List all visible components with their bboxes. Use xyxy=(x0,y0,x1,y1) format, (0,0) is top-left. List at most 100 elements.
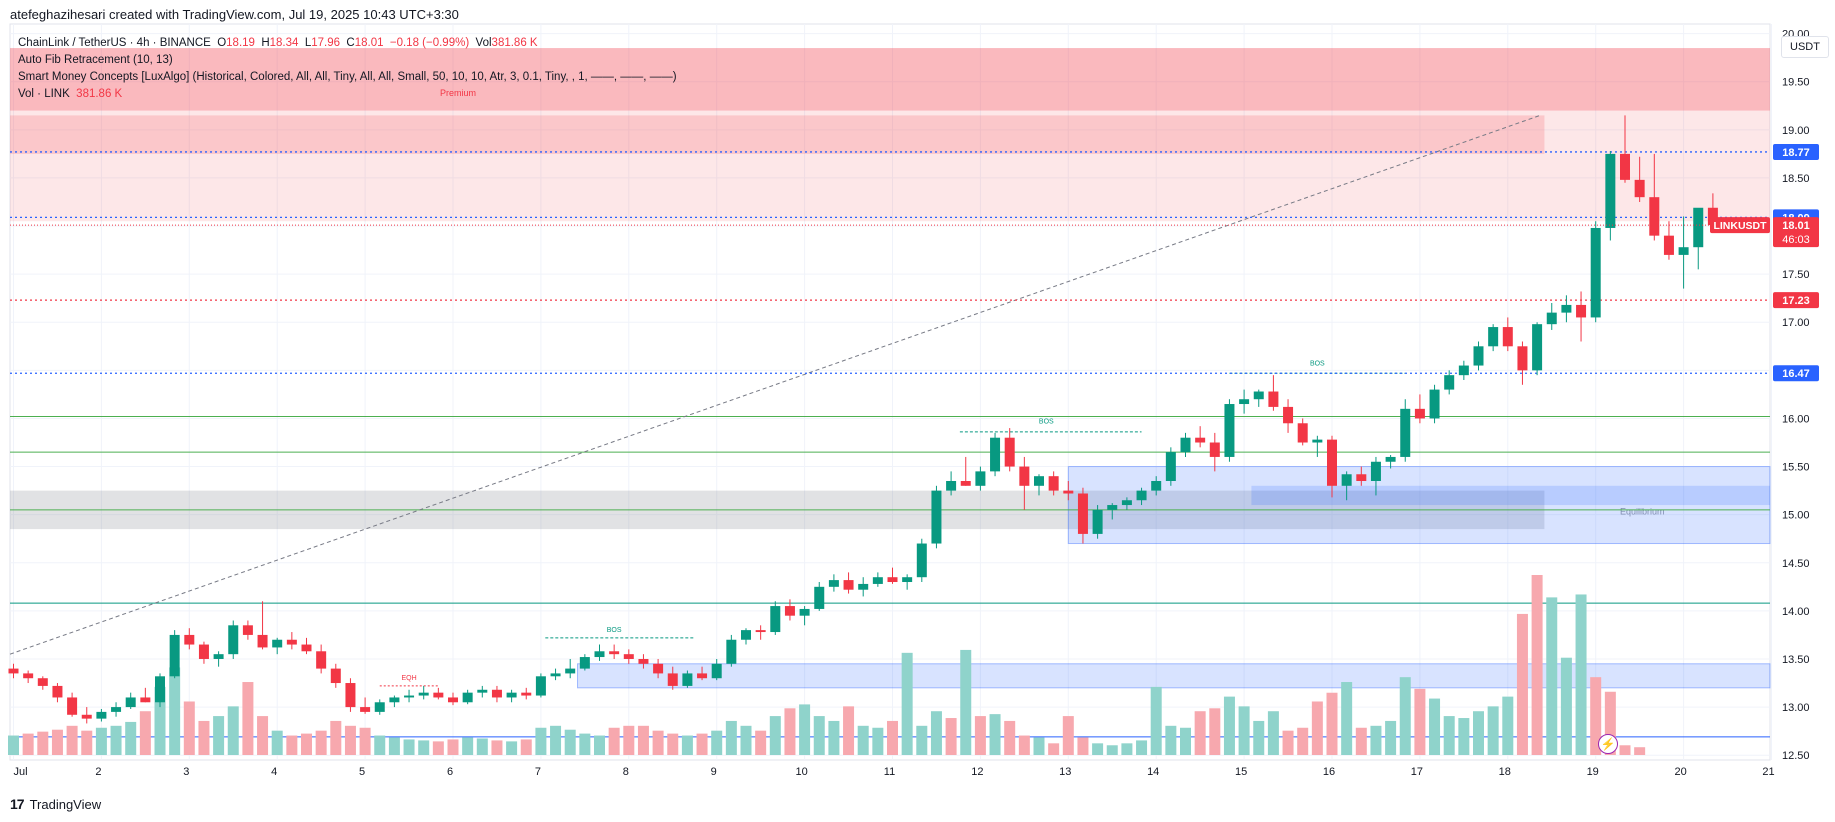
candle-body xyxy=(1077,493,1088,534)
volume-bar xyxy=(725,720,737,755)
candle-body xyxy=(609,651,620,655)
open-value: 18.19 xyxy=(226,37,255,49)
candle-body xyxy=(316,651,327,669)
candle-body xyxy=(902,577,913,583)
price-tick-label: 19.50 xyxy=(1782,77,1810,89)
volume-bar xyxy=(799,704,811,755)
volume-bar xyxy=(213,716,225,755)
time-tick-label: 3 xyxy=(183,766,189,778)
volume-bar xyxy=(1018,735,1030,755)
indicator-volume[interactable]: Vol · LINK 381.86 K xyxy=(18,86,677,103)
volume-bar xyxy=(242,682,254,755)
close-label: C xyxy=(346,37,355,49)
candle-body xyxy=(521,692,532,696)
demand-zone-inner xyxy=(1251,485,1770,506)
price-tick-label: 12.50 xyxy=(1782,750,1810,762)
volume-bar xyxy=(813,716,825,755)
volume-bar xyxy=(960,649,972,755)
volume-bar xyxy=(1004,720,1016,755)
price-tick-label: 16.00 xyxy=(1782,413,1810,425)
volume-bar xyxy=(257,716,269,755)
candle-body xyxy=(1034,476,1044,486)
change-value: −0.18 (−0.99%) xyxy=(389,37,470,49)
volume-bar xyxy=(550,725,562,755)
volume-bar xyxy=(1209,708,1221,755)
time-tick-label: 21 xyxy=(1762,766,1774,778)
volume-bar xyxy=(1326,692,1338,755)
indicator-smc[interactable]: Smart Money Concepts [LuxAlgo] (Historic… xyxy=(18,71,677,83)
candle-body xyxy=(872,577,883,584)
candle-body xyxy=(1385,456,1396,462)
candle-body xyxy=(1019,466,1030,486)
candle-body xyxy=(828,580,839,587)
price-tick-label: 15.50 xyxy=(1782,462,1810,474)
candle-body xyxy=(1063,490,1074,494)
open-label: O xyxy=(217,37,227,49)
volume-bar xyxy=(1180,727,1191,755)
candle-body xyxy=(1224,404,1235,457)
volume-bar xyxy=(183,701,195,755)
candle-body xyxy=(1370,461,1381,481)
candle-body xyxy=(1180,437,1191,453)
volume-bar xyxy=(579,733,591,755)
volume-value: 381.86 K xyxy=(491,37,538,49)
volume-bar xyxy=(1253,720,1265,755)
bos-label: BOS xyxy=(1039,418,1054,425)
lightning-icon[interactable]: ⚡ xyxy=(1598,734,1618,754)
candle-body xyxy=(667,673,678,686)
volume-bar xyxy=(1502,696,1514,755)
volume-bar xyxy=(1546,597,1558,755)
supply-zone xyxy=(10,115,1545,154)
indicator-fib[interactable]: Auto Fib Retracement (10, 13) xyxy=(18,54,173,66)
volume-bar xyxy=(447,739,459,755)
candle-body xyxy=(638,658,649,664)
candle-body xyxy=(67,697,78,715)
candle-body xyxy=(946,480,957,491)
volume-bar xyxy=(520,739,532,755)
volume-bar xyxy=(843,706,855,755)
candle-body xyxy=(462,692,473,703)
candle-body xyxy=(169,634,180,677)
volume-bar xyxy=(945,718,957,755)
candle-body xyxy=(1634,179,1645,198)
currency-unit-button[interactable]: USDT xyxy=(1781,36,1829,58)
candle-body xyxy=(1165,452,1176,481)
time-tick-label: 17 xyxy=(1411,766,1423,778)
time-tick-label: 13 xyxy=(1059,766,1071,778)
volume-bar xyxy=(1311,701,1323,755)
time-tick-label: 11 xyxy=(884,766,895,778)
volume-bar xyxy=(1282,730,1294,755)
candle-body xyxy=(81,714,92,719)
candle-body xyxy=(1400,408,1411,457)
eqh-label: EQH xyxy=(401,675,416,682)
candle-body xyxy=(286,639,297,645)
volume-bar xyxy=(1267,711,1279,755)
volume-bar xyxy=(8,735,19,755)
price-tick-label: 13.50 xyxy=(1782,654,1810,666)
candle-body xyxy=(1576,304,1587,318)
time-tick-label: 7 xyxy=(535,766,541,778)
candle-body xyxy=(477,689,488,693)
candle-body xyxy=(1209,442,1220,457)
volume-bar xyxy=(711,730,723,755)
volume-bar xyxy=(594,735,605,755)
candle-body xyxy=(213,654,224,659)
volume-bar xyxy=(930,711,942,755)
high-label: H xyxy=(261,37,270,49)
candle-body xyxy=(741,630,751,640)
candle-body xyxy=(52,685,63,698)
volume-bar xyxy=(198,720,210,755)
candle-body xyxy=(1693,207,1704,248)
price-level-label: 18.77 xyxy=(1782,147,1810,159)
price-level-tag xyxy=(1773,365,1819,382)
symbol-tag xyxy=(1710,217,1770,234)
candle-body xyxy=(1414,408,1425,419)
price-tick-label: 18.50 xyxy=(1782,173,1810,185)
volume-bar xyxy=(916,725,928,755)
candle-body xyxy=(1590,227,1601,318)
volume-bar xyxy=(1121,743,1133,755)
symbol-row[interactable]: ChainLink / TetherUS · 4h · BINANCE O18.… xyxy=(18,35,677,52)
candle-body xyxy=(257,634,268,648)
volume-bar xyxy=(1033,737,1045,755)
